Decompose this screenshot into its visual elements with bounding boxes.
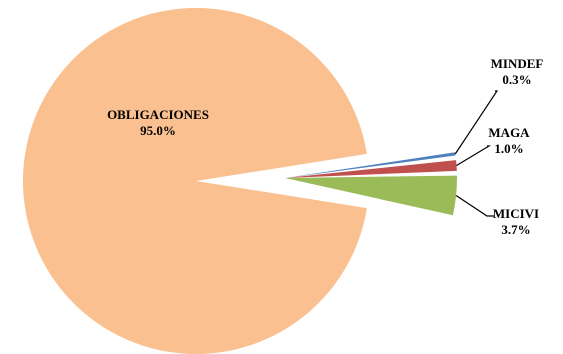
- pie-slice-maga: [285, 160, 457, 178]
- data-label-maga: MAGA 1.0%: [488, 125, 530, 156]
- pie-slice-obligaciones: [22, 7, 367, 354]
- data-label-obligaciones: OBLIGACIONES 95.0%: [107, 107, 209, 138]
- pie-slice-micivi: [285, 175, 457, 216]
- leader-line-micivi: [455, 195, 494, 217]
- leader-line-maga: [456, 145, 492, 167]
- leader-line-mindef: [454, 90, 499, 155]
- pie-slice-mindef: [285, 152, 456, 178]
- data-label-micivi: MICIVI 3.7%: [493, 206, 539, 237]
- data-label-mindef: MINDEF 0.3%: [491, 56, 544, 87]
